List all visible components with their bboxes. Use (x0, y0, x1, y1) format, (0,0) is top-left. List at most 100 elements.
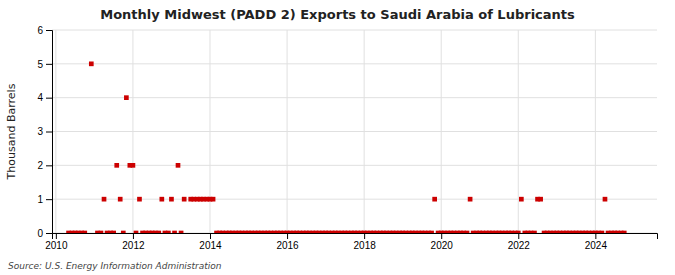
tick-mark (56, 233, 57, 239)
tick: 2022 (508, 233, 531, 251)
y-axis-label: Thousand Barrels (5, 83, 18, 180)
point (134, 231, 139, 233)
tick: 2020 (431, 233, 454, 251)
point (516, 231, 521, 233)
point (114, 163, 119, 168)
point (603, 197, 608, 202)
title: Monthly Midwest (PADD 2) Exports to Saud… (100, 7, 575, 22)
tick: 2010 (45, 233, 68, 251)
point (131, 163, 136, 168)
axis-line (53, 234, 658, 240)
grid-line (441, 30, 442, 233)
source-note: Source: U.S. Energy Information Administ… (8, 261, 222, 271)
grid-line (52, 97, 657, 98)
point (211, 197, 216, 202)
point (622, 231, 627, 233)
tick: 2018 (354, 233, 377, 251)
tick-mark (46, 30, 52, 31)
point (182, 197, 187, 202)
point (166, 231, 171, 233)
point (432, 197, 437, 202)
tick-label: 2010 (45, 240, 68, 251)
point (89, 61, 94, 66)
grid-line (52, 131, 657, 132)
tick: 4 (37, 92, 52, 103)
point (156, 231, 161, 233)
tick-mark (287, 233, 288, 239)
tick: 2016 (276, 233, 299, 251)
grid-line (52, 30, 657, 31)
point (82, 231, 87, 233)
plot-area: 2010 2012 2014 2016 2018 2020 2022 2024 0 1 2 3 4 5 6 (37, 25, 657, 251)
point (172, 231, 177, 233)
tick-mark (133, 233, 134, 239)
grid-line (518, 30, 519, 233)
tick-label: 0 (37, 228, 43, 239)
tick-mark (518, 233, 519, 239)
axis-line (46, 31, 53, 234)
tick: 0 (37, 228, 52, 239)
point (176, 163, 181, 168)
point (159, 197, 164, 202)
tick: 2012 (122, 233, 145, 251)
tick-mark (46, 165, 52, 166)
tick-mark (46, 132, 52, 133)
point (179, 231, 184, 233)
tick-label: 3 (37, 126, 43, 137)
grid (52, 30, 657, 233)
point (124, 95, 129, 100)
x-axis: 2010 2012 2014 2016 2018 2020 2022 2024 (45, 233, 657, 251)
point (137, 197, 142, 202)
tick-label: 2020 (431, 240, 454, 251)
point (102, 197, 107, 202)
grid-line (595, 30, 596, 233)
tick-mark (46, 98, 52, 99)
tick-label: 1 (37, 194, 43, 205)
point (99, 231, 104, 233)
tick-label: 2014 (199, 240, 222, 251)
tick-label: 5 (37, 59, 43, 70)
grid-line (209, 30, 210, 233)
points (66, 61, 626, 233)
tick-label: 2024 (585, 240, 608, 251)
grid-line (364, 30, 365, 233)
point (118, 197, 123, 202)
point (429, 231, 434, 233)
point (108, 231, 113, 233)
tick-mark (46, 233, 52, 234)
grid-line (52, 63, 657, 64)
grid-line (52, 199, 657, 200)
y-axis: 0 1 2 3 4 5 6 (37, 25, 52, 239)
point (169, 197, 174, 202)
tick-mark (595, 233, 596, 239)
tick: 2024 (585, 233, 608, 251)
tick-mark (210, 233, 211, 239)
point (600, 231, 605, 233)
tick: 2 (37, 160, 52, 171)
tick-mark (441, 233, 442, 239)
tick: 1 (37, 194, 52, 205)
grid-line (287, 30, 288, 233)
tick-mark (46, 64, 52, 65)
tick-label: 2012 (122, 240, 145, 251)
tick: 3 (37, 126, 52, 137)
point (532, 231, 537, 233)
grid-line (55, 30, 56, 233)
point (519, 197, 524, 202)
grid-line (52, 165, 657, 166)
point (465, 231, 470, 233)
point (538, 197, 543, 202)
point (468, 197, 473, 202)
tick-label: 2 (37, 160, 43, 171)
grid-line (132, 30, 133, 233)
tick: 6 (37, 25, 52, 36)
point (121, 231, 126, 233)
tick-label: 4 (37, 92, 43, 103)
tick: 5 (37, 59, 52, 70)
tick: 2014 (199, 233, 222, 251)
tick-label: 2016 (276, 240, 299, 251)
tick-mark (364, 233, 365, 239)
tick-label: 6 (37, 25, 43, 36)
tick-label: 2018 (354, 240, 377, 251)
chart: 2010 2012 2014 2016 2018 2020 2022 2024 0 1 2 3 4 5 6 M… (0, 0, 675, 275)
